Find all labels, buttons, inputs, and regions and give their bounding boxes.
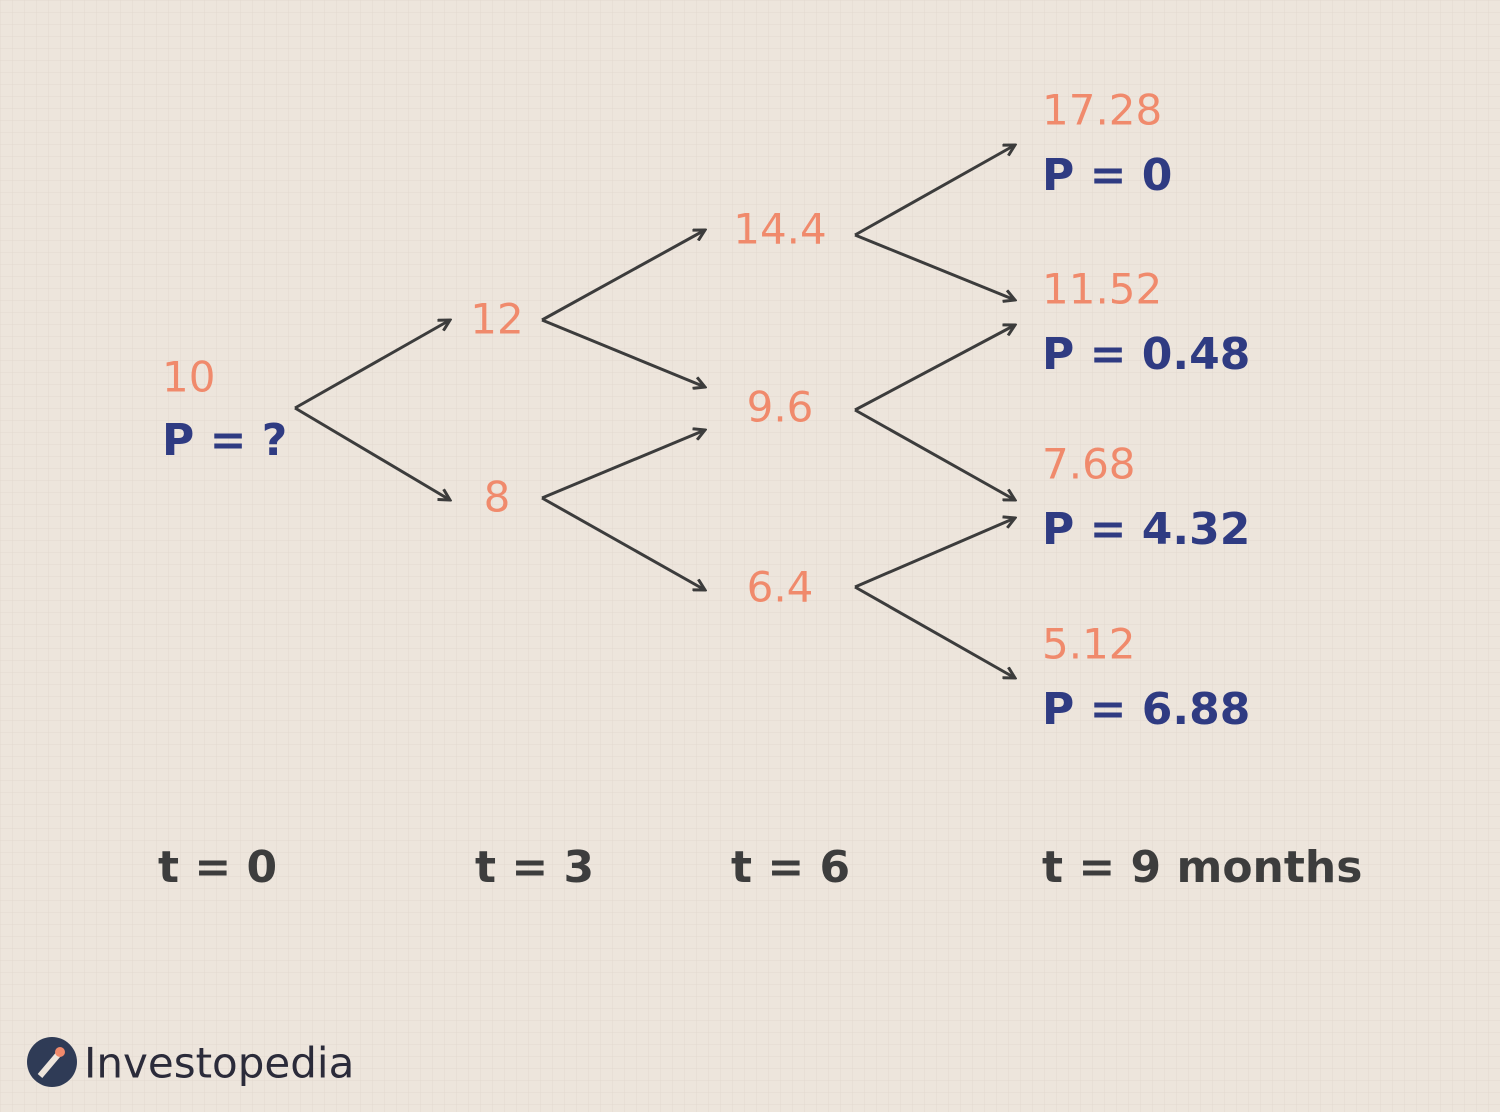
arrow: [541, 496, 705, 590]
arrows: [294, 145, 1015, 678]
arrow: [854, 408, 1015, 500]
price-label: 9.6: [747, 383, 814, 432]
price-label: 7.68: [1042, 440, 1136, 489]
price-label: 10: [162, 353, 215, 402]
price-label: 6.4: [747, 563, 814, 612]
arrow: [854, 145, 1015, 237]
labels: 10 P = ? 12 8 14.4 9.6 6.4 17.28 P = 0 11.52 P = 0…: [158, 86, 1362, 894]
time-label: t = 9 months: [1042, 842, 1362, 893]
logo-dot: [55, 1047, 65, 1057]
time-label: t = 6: [731, 842, 850, 893]
price-label: 14.4: [733, 205, 827, 254]
arrow: [854, 233, 1015, 300]
price-label: 11.52: [1042, 265, 1162, 314]
arrow: [541, 230, 705, 322]
arrow: [294, 406, 450, 500]
price-label: 5.12: [1042, 620, 1136, 669]
arrow: [854, 585, 1015, 678]
arrow: [541, 318, 705, 387]
option-label: P = 4.32: [1042, 504, 1250, 555]
arrow: [541, 430, 705, 500]
time-label: t = 0: [158, 842, 277, 893]
option-label: P = 0: [1042, 150, 1172, 201]
price-label: 12: [470, 295, 523, 344]
arrow: [854, 518, 1015, 589]
price-label: 17.28: [1042, 86, 1162, 135]
option-label: P = 0.48: [1042, 329, 1250, 380]
arrow: [294, 320, 450, 410]
price-label: 8: [484, 473, 511, 522]
time-label: t = 3: [475, 842, 594, 893]
brand-name: Investopedia: [84, 1039, 354, 1088]
arrow: [854, 325, 1015, 412]
option-label: P = ?: [162, 415, 287, 466]
option-label: P = 6.88: [1042, 684, 1250, 735]
